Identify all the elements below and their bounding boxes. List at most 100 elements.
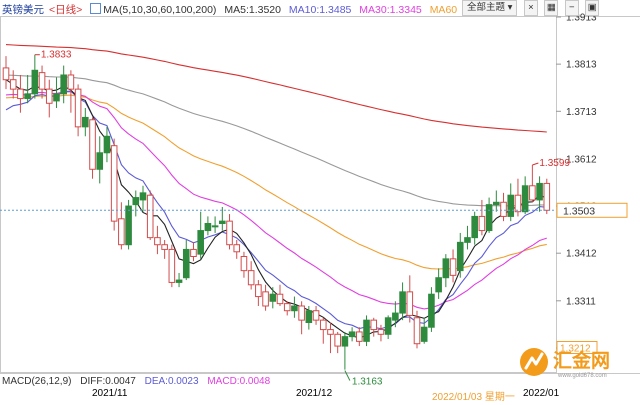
chart-legend: 英镑美元 <日线> MA(5,10,30,60,100,200) MA5:1.35… (2, 2, 462, 16)
low-bound-label: 1.3212 (560, 343, 591, 354)
candle-body (283, 303, 291, 312)
candle-body (45, 88, 53, 104)
candle-body (82, 116, 89, 128)
candle (110, 138, 118, 231)
candle-body (420, 326, 428, 342)
macd-legend: MACD(26,12,9) DIFF:0.0047 DEA:0.0023 MAC… (2, 376, 276, 387)
candle-body (2, 67, 10, 81)
candle-body (24, 93, 31, 100)
candle (255, 280, 262, 306)
ma5-label: MA5:1.3520 (224, 4, 281, 16)
candle (341, 331, 349, 370)
candle (529, 165, 536, 203)
minus-button[interactable]: − (564, 0, 579, 16)
candle-body (413, 317, 421, 345)
plot-frame (0, 16, 557, 373)
candle (240, 251, 248, 278)
y-tick-label: 1.3713 (566, 107, 597, 118)
date-axis: 2021/11 2021/12 2022/01/03 星期一 2022/01 (0, 388, 640, 403)
candle (247, 261, 255, 290)
candle (53, 77, 60, 108)
candle-body (464, 237, 471, 243)
candle-body (435, 277, 442, 293)
ma60-line (5, 94, 547, 270)
candle (139, 185, 147, 212)
candle (406, 275, 414, 323)
candle (226, 214, 233, 250)
candle-body (500, 201, 507, 217)
candle-body (233, 244, 241, 253)
cursor-date-label: 2022/01/03 星期一 (432, 392, 515, 403)
candle-body (247, 270, 255, 286)
candle (211, 216, 219, 233)
candle (493, 190, 500, 212)
candle-body (370, 319, 378, 331)
date-label-dec: 2021/12 (296, 388, 333, 399)
ma10-label: MA10:1.3485 (288, 4, 352, 16)
candle (74, 84, 82, 137)
watermark-url: www.gold678.com (557, 373, 607, 379)
y-tick-label: 1.3311 (566, 296, 596, 307)
candle (17, 74, 24, 113)
candle (456, 232, 464, 278)
candle-body (118, 218, 125, 246)
date-label-jan: 2022/01 (523, 388, 560, 399)
candle (168, 244, 176, 288)
candle-body (327, 329, 334, 335)
candle-body (521, 185, 529, 213)
candle (45, 79, 53, 118)
candle-body (74, 88, 82, 128)
candle-body (110, 145, 118, 222)
candle-body (211, 225, 219, 228)
candle-body (276, 293, 284, 305)
candle (327, 322, 334, 354)
candle (348, 327, 356, 342)
low-bound-box (556, 340, 598, 354)
ma60-label: MA60 (429, 4, 458, 16)
candle (543, 178, 551, 215)
checkbox-icon[interactable] (90, 3, 102, 14)
candle-body (38, 72, 46, 90)
candle (334, 331, 341, 354)
layout-button[interactable]: ▣ (585, 0, 600, 16)
candle (197, 211, 204, 259)
candle-body (146, 194, 154, 239)
diff-label: DIFF:0.0047 (80, 376, 136, 387)
candle (478, 199, 486, 236)
candle (276, 284, 284, 306)
last-high-label: 1.3599 (539, 158, 570, 169)
candle-body (543, 182, 551, 211)
candle-body (449, 258, 457, 276)
candle-body (428, 293, 435, 328)
candle (435, 268, 442, 299)
close-button[interactable]: × (523, 0, 538, 16)
ma30-label: MA30:1.3345 (359, 4, 422, 16)
candle-body (96, 152, 104, 170)
candle (190, 242, 197, 262)
candle (305, 305, 313, 330)
candle (319, 317, 327, 344)
candle (377, 324, 385, 342)
theme-label: 全部主题 (467, 2, 506, 13)
candle-body (456, 241, 464, 272)
candle-body (125, 205, 132, 246)
grid-button[interactable]: ▦ (544, 0, 559, 16)
candle-body (305, 310, 313, 323)
candle (428, 287, 435, 332)
candle-body (219, 220, 226, 224)
period-label[interactable]: <日线> (49, 4, 83, 16)
candle-body (89, 119, 96, 170)
candle (154, 225, 161, 255)
candle (392, 301, 399, 328)
candle (471, 211, 478, 245)
candle (60, 65, 67, 104)
candle-body (399, 291, 406, 314)
candle-body (9, 79, 17, 90)
ma200-line (5, 44, 547, 133)
candle-body (341, 336, 349, 347)
candle (356, 327, 363, 347)
candle-body (197, 230, 204, 255)
theme-dropdown[interactable]: 全部主题 ▾ (462, 0, 518, 16)
